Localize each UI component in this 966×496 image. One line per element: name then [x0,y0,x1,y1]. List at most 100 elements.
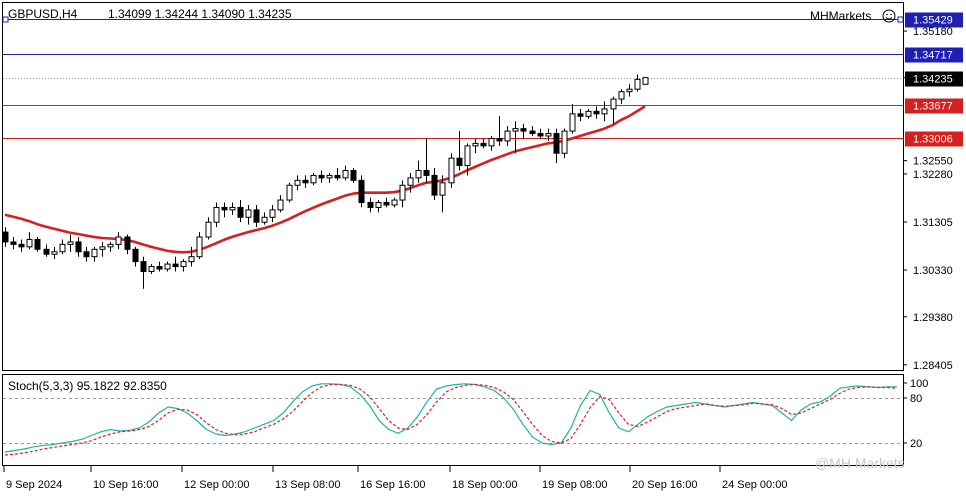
candle [334,168,341,181]
candle-body [196,236,203,258]
level-label-box [905,47,963,63]
candle [34,236,41,252]
candle-body [172,263,179,268]
candle [245,204,252,225]
candle [520,123,527,139]
candle-body [358,179,365,204]
candle [164,261,171,272]
candle [326,172,333,183]
candle [439,175,446,213]
candle [537,128,544,139]
level-label-box [905,131,963,147]
candle [496,116,503,146]
candle-body [367,202,374,208]
candle-body [59,243,66,253]
y-tick-label: 1.32280 [913,169,953,181]
candle-body [439,182,446,196]
chart-ohlc: 1.34099 1.34244 1.34090 1.34235 [108,7,292,21]
candle-body [318,174,325,179]
candle [43,244,50,257]
candle [99,241,106,257]
level-labels: 1.35429 1.34717 1.34235 1.33677 1.33006 [905,12,963,147]
candle-body [577,113,584,117]
candle [302,175,309,188]
candle [601,101,608,122]
candle-body [342,169,349,179]
x-tick-label: 16 Sep 16:00 [360,479,425,491]
watermark: @MH Markets [815,455,905,471]
candle [480,138,487,149]
candle-body [310,174,317,184]
candle [115,232,122,250]
candle-body [302,179,309,184]
candle-body [213,206,220,223]
candle [504,126,511,146]
candle-body [75,241,82,253]
candle-body [488,137,495,147]
candle-body [51,251,58,255]
y-tick-label: 1.29380 [913,312,953,324]
y-tick-label: 1.35180 [913,26,953,38]
level-label: 1.35429 [913,15,953,27]
candle [67,234,74,252]
candle [310,172,317,186]
candle [18,239,25,252]
y-tick-label: 1.30330 [913,265,953,277]
level-label: 1.34717 [913,50,953,62]
candle [83,246,90,262]
candle [51,246,58,260]
stoch-plot-frame [2,374,904,466]
candle-body [277,199,284,211]
level-label: 1.33677 [913,101,953,113]
candle-body [180,261,187,268]
candle [375,200,382,213]
level-label: 1.33006 [913,134,953,146]
candle-body [326,174,333,179]
stoch-tick-label: 20 [910,438,922,450]
x-tick-label: 24 Sep 00:00 [722,479,787,491]
candle-body [124,236,131,250]
candle [229,202,236,215]
candle [512,121,519,154]
x-tick-label: 9 Sep 2024 [6,479,62,491]
candle-body [512,128,519,132]
candle [358,175,365,208]
candle [350,168,357,183]
candle-body [229,206,236,211]
candle-body [601,108,608,115]
candle-body [350,169,357,181]
candle-body [245,209,252,218]
candle [464,143,471,176]
candle-body [91,248,98,258]
candle-body [261,216,268,223]
candle-body [99,246,106,250]
x-tick-label: 19 Sep 08:00 [542,479,607,491]
candle [132,246,139,267]
candle [553,128,560,164]
candle-body [399,184,406,201]
candle-body [593,110,600,115]
candle [221,202,228,218]
candle [431,168,438,201]
candle-body [496,137,503,142]
candle-body [375,202,382,208]
candle-body [569,113,576,132]
candle-body [383,202,390,206]
level-label-box [905,12,963,28]
moving-average [4,105,646,254]
level-label-box [905,71,963,87]
candle-body [618,91,625,100]
main-plot-frame [2,2,904,371]
candle [561,128,568,159]
candle [205,217,212,240]
candle [415,160,422,183]
candle [545,128,552,141]
candle [2,227,9,247]
candle [196,232,203,260]
candle [456,131,463,171]
candle [261,212,268,225]
candle [277,195,284,213]
y-tick-label: 1.28405 [913,360,953,372]
